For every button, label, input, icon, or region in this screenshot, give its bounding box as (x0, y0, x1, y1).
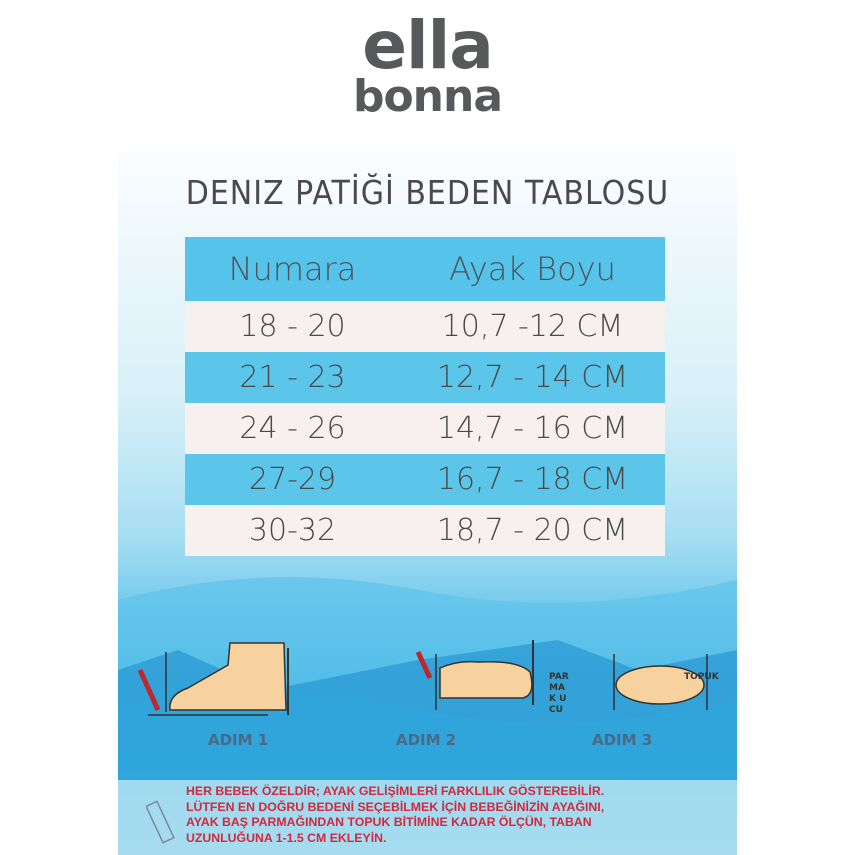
size-cell: 30-32 (248, 513, 337, 548)
brand-logo: ella (362, 7, 494, 84)
measurement-note: HER BEBEK ÖZELDİR; AYAK GELİŞİMLERİ FARK… (186, 784, 604, 846)
size-cell: 21 - 23 (239, 360, 346, 395)
page-title: DENIZ PATİĞİ BEDEN TABLOSU (185, 174, 670, 213)
foot-step2-icon (415, 640, 534, 710)
table-row: 27-29 16,7 - 18 CM (185, 454, 665, 505)
ruler-icon (146, 800, 175, 844)
foot-step1-icon (137, 642, 289, 716)
size-table: Numara Ayak Boyu 18 - 20 10,7 -12 CM 21 -… (185, 237, 665, 556)
length-cell: 18,7 - 20 CM (436, 513, 629, 548)
wave-illustration (118, 577, 737, 780)
note-line: LÜTFEN EN DOĞRU BEDENİ SEÇEBİLMEK İÇİN B… (186, 799, 605, 814)
note-line: UZUNLUĞUNA 1-1.5 CM EKLEYİN. (186, 830, 387, 845)
table-row: 30-32 18,7 - 20 CM (185, 505, 665, 556)
foot-step3-icon (613, 654, 708, 710)
length-cell: 14,7 - 16 CM (436, 411, 629, 446)
toe-label: PARMAK UCU (549, 672, 569, 715)
step-2-label: ADIM 2 (396, 731, 457, 749)
header-numara: Numara (228, 250, 357, 288)
size-cell: 27-29 (248, 462, 337, 497)
length-cell: 10,7 -12 CM (441, 309, 624, 344)
length-cell: 12,7 - 14 CM (436, 360, 629, 395)
note-line: AYAK BAŞ PARMAĞINDAN TOPUK BİTİMİNE KADA… (186, 815, 592, 829)
header-ayak-boyu: Ayak Boyu (449, 250, 616, 288)
size-cell: 18 - 20 (239, 309, 346, 344)
table-row: 21 - 23 12,7 - 14 CM (185, 352, 665, 403)
step-3-label: ADIM 3 (592, 731, 653, 749)
length-cell: 16,7 - 18 CM (436, 462, 629, 497)
step-1-label: ADIM 1 (208, 731, 269, 749)
table-row: 24 - 26 14,7 - 16 CM (185, 403, 665, 454)
heel-label: TOPUK (684, 672, 719, 683)
brand-logo-line2: bonna (352, 71, 503, 122)
table-header: Numara Ayak Boyu (185, 237, 665, 301)
table-row: 18 - 20 10,7 -12 CM (185, 301, 665, 352)
note-line: HER BEBEK ÖZELDİR; AYAK GELİŞİMLERİ FARK… (186, 784, 605, 798)
size-cell: 24 - 26 (239, 411, 346, 446)
